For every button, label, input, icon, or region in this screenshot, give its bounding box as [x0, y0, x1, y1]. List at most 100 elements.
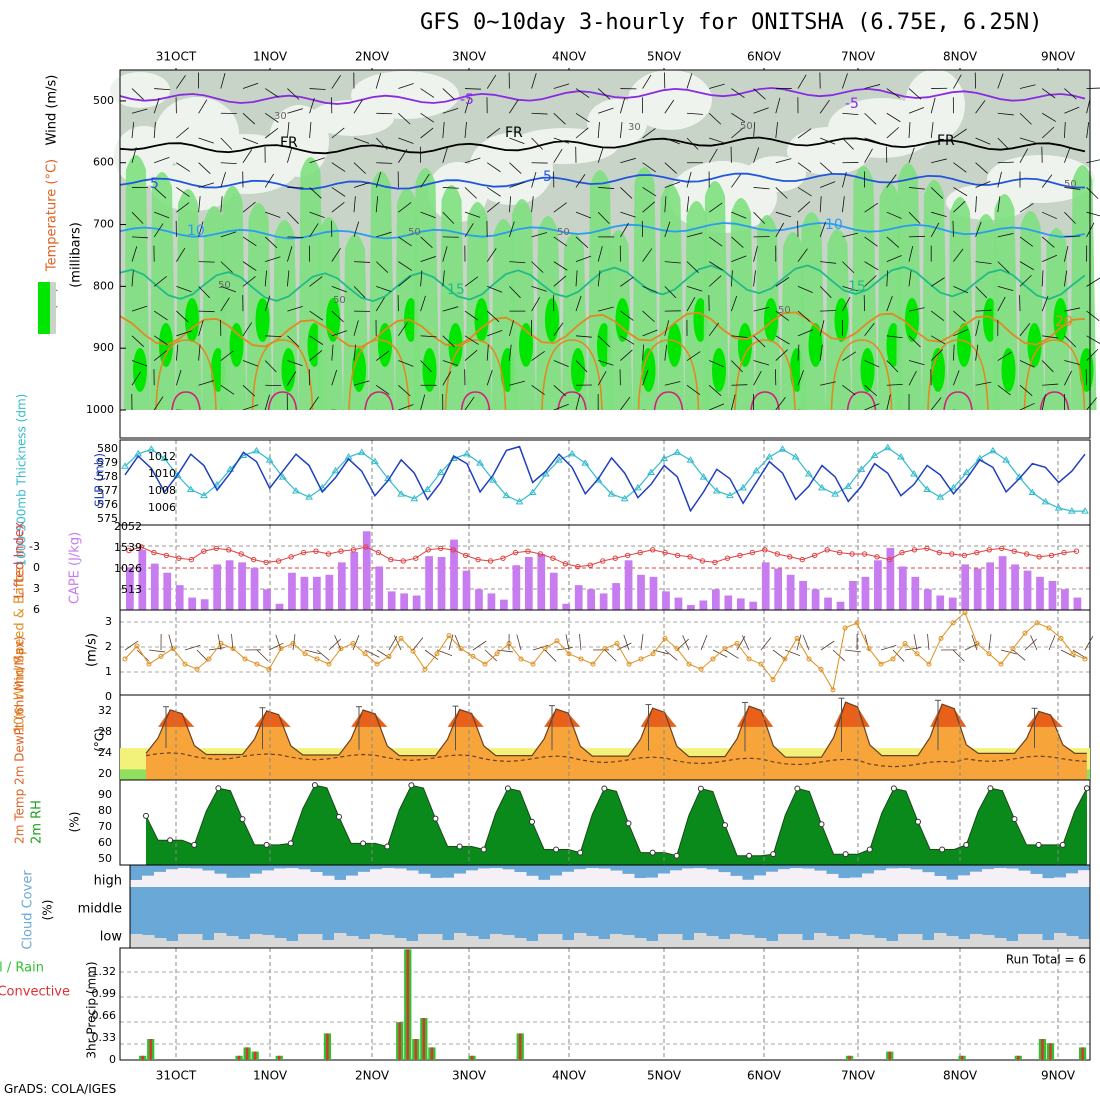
- pressure-tick-label: 800: [93, 279, 114, 292]
- precip-conv-bar: [1017, 1055, 1020, 1060]
- wind-barb: [1041, 360, 1054, 373]
- cloud-high-clear: [874, 870, 887, 887]
- wind-barb: [575, 270, 578, 287]
- wind-barb: [131, 270, 134, 287]
- wind-barb: [264, 360, 277, 373]
- cloud-low-clear: [166, 941, 179, 948]
- wind-barb: [1086, 397, 1098, 411]
- wind-speed-point: [662, 635, 668, 641]
- wind-barb: [908, 270, 912, 287]
- isotherm-30-bubble: [943, 391, 973, 411]
- wind-barb: [486, 127, 501, 139]
- cape-bar: [624, 560, 633, 610]
- lifted-point: [550, 555, 556, 561]
- rh-saturated-cell: [738, 323, 752, 367]
- cloud-high-clear: [430, 877, 443, 887]
- cape-tick-label: 1026: [114, 562, 142, 575]
- rh-saturated-cell: [545, 298, 559, 342]
- wind-barb: [509, 380, 525, 386]
- thickness-point: [226, 465, 235, 472]
- surface-wind-barb: [565, 634, 570, 651]
- wind-speed-point: [878, 661, 884, 667]
- wind-barb: [531, 261, 544, 273]
- precip-axis-label: 3hr Precip (mm): [85, 961, 99, 1058]
- precip-conv-bar: [1081, 1047, 1084, 1060]
- rh-saturated-cell: [133, 348, 147, 392]
- cape-bar: [886, 547, 895, 610]
- wind-barb: [220, 137, 233, 150]
- upper-air-frame: [119, 69, 1091, 439]
- cape-bar: [599, 593, 608, 610]
- wind-barb: [287, 360, 303, 367]
- wind-barb: [220, 285, 236, 293]
- cloud-high-clear: [250, 873, 263, 887]
- wind-tick-label: 0: [105, 690, 112, 703]
- cloud-low-clear: [370, 934, 383, 948]
- cloud-high-clear: [1078, 870, 1091, 887]
- thickness-point: [331, 466, 340, 474]
- cloud-high-clear: [646, 877, 659, 887]
- wind-barb: [1019, 148, 1029, 163]
- wind-barb: [486, 201, 500, 213]
- cape-bar: [923, 589, 932, 610]
- rh-tick-label: 90: [98, 788, 112, 801]
- cloud-high-clear: [202, 870, 215, 887]
- cloud-high-clear: [1054, 877, 1067, 887]
- wind-barb: [953, 285, 969, 294]
- cape-bar: [213, 564, 222, 610]
- cloud-high-clear: [466, 870, 479, 887]
- wind-speed-point: [182, 661, 188, 667]
- cloud-high-clear: [850, 877, 863, 887]
- date-label-bottom: 5NOV: [647, 1069, 682, 1083]
- rh-tick-label: 70: [98, 820, 112, 833]
- wind-barb: [908, 107, 925, 114]
- cloud-low-clear: [682, 940, 695, 948]
- isotherm-label: -5: [845, 96, 859, 112]
- cape-bar: [337, 562, 346, 610]
- wind-barb: [819, 99, 830, 114]
- thickness-point: [739, 483, 747, 491]
- wind-barb: [642, 248, 653, 262]
- wind-barb: [953, 329, 969, 337]
- wind-barb: [797, 128, 812, 139]
- surface-wind-barb: [904, 647, 921, 651]
- cloud-low-clear: [778, 934, 791, 948]
- cape-tick-label: 513: [121, 583, 142, 596]
- cape-bar: [437, 556, 446, 610]
- rh-point: [432, 815, 439, 822]
- precip-conv-bar: [149, 1039, 152, 1060]
- wind-speed-point: [638, 656, 644, 662]
- wind-barb: [842, 296, 851, 312]
- wind-barb: [242, 404, 259, 411]
- cloud-low-clear: [1018, 934, 1031, 948]
- rh-contour-label: 30: [628, 122, 641, 133]
- cloud-low-clear: [910, 934, 923, 948]
- cloud-low-clear: [838, 939, 851, 948]
- rh-point: [890, 785, 897, 792]
- rh-point: [553, 846, 560, 853]
- wind-barb: [309, 157, 325, 164]
- wind-barb: [309, 276, 323, 287]
- wind-barb: [597, 122, 600, 139]
- below-surface: [120, 410, 1090, 438]
- cloud-high-clear: [442, 877, 455, 887]
- surface-wind-barb: [579, 634, 582, 651]
- upper-air-panel: -5 -5 FR FR FR 5 5 10 10 15 15 20 30 30 50 50 50 50 50 50 50: [110, 69, 1100, 438]
- wind-barb: [642, 187, 657, 197]
- rh2m-unit-label: (%): [68, 812, 82, 833]
- rh-point: [336, 813, 342, 820]
- wind-barb: [531, 350, 545, 361]
- wind-barb: [309, 310, 324, 321]
- slp-tick-label: 1006: [148, 501, 176, 514]
- wind-barb: [709, 83, 725, 89]
- wind-barb: [198, 286, 211, 299]
- wind-barb: [420, 173, 430, 188]
- wind-barb: [686, 384, 701, 396]
- rh-saturated-cell: [905, 298, 919, 342]
- wind-barb: [1064, 122, 1066, 139]
- cloud-high-clear: [190, 868, 203, 887]
- surface-wind-barb: [148, 649, 165, 653]
- rh-point: [649, 849, 656, 856]
- lifted-point: [288, 554, 294, 560]
- rh-moist-column: [729, 198, 755, 410]
